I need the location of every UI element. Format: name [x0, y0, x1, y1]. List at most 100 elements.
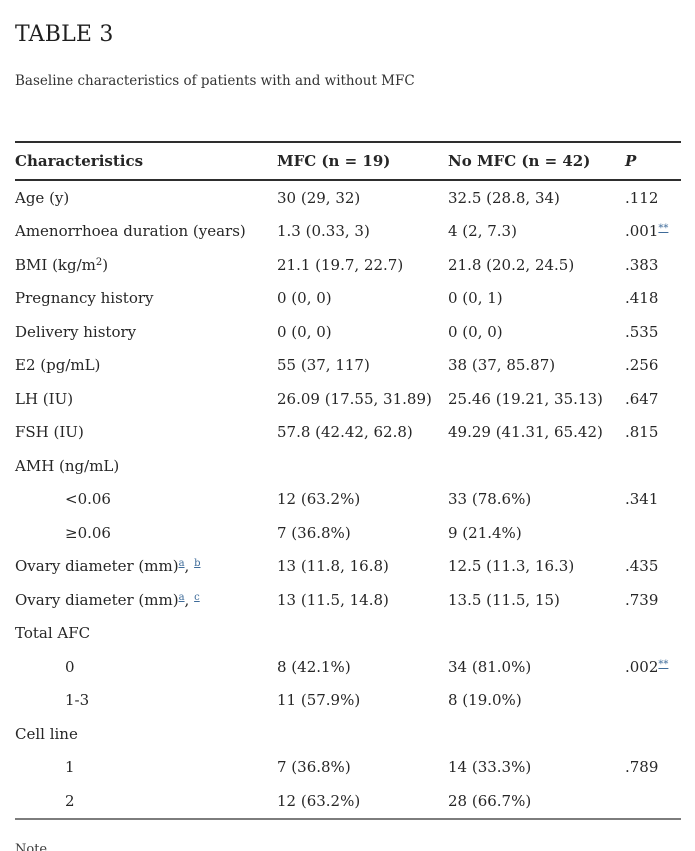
cell-p-value	[625, 784, 681, 819]
cell-mfc-value: 7 (36.8%)	[277, 523, 351, 542]
cell-mfc-value: 55 (37, 117)	[277, 356, 370, 375]
cell-mfc-value: 57.8 (42.42, 62.8)	[277, 423, 413, 442]
cell-p-value	[625, 516, 681, 550]
table-row: <0.06 12 (63.2%) 33 (78.6%) .341	[15, 483, 681, 517]
footnote-link[interactable]: **	[658, 223, 669, 235]
cell-no-mfc-value: 13.5 (11.5, 15)	[448, 590, 560, 609]
cell-p-value: .647	[625, 389, 659, 408]
cell-mfc-value: 13 (11.5, 14.8)	[277, 590, 389, 609]
table-title: TABLE 3	[15, 22, 114, 47]
cell-mfc-value: 12 (63.2%)	[277, 490, 361, 509]
header-p-value: P	[625, 142, 681, 181]
table-row: Pregnancy history 0 (0, 0) 0 (0, 1) .418	[15, 282, 681, 316]
table-row: 0 8 (42.1%) 34 (81.0%) .002**	[15, 650, 681, 684]
cell-no-mfc-value: 4 (2, 7.3)	[448, 222, 517, 241]
table-row: FSH (IU) 57.8 (42.42, 62.8) 49.29 (41.31, …	[15, 416, 681, 450]
cell-characteristic: Delivery history	[15, 322, 137, 341]
note-label: Note	[15, 841, 48, 851]
cell-characteristic: Ovary diameter (mm)a, c	[15, 590, 200, 609]
cell-mfc-value	[277, 449, 448, 483]
cell-characteristic: 1-3	[65, 691, 90, 710]
cell-p-value: .418	[625, 289, 659, 308]
cell-mfc-value: 26.09 (17.55, 31.89)	[277, 389, 432, 408]
table-row: Age (y) 30 (29, 32) 32.5 (28.8, 34) .112	[15, 180, 681, 215]
table-row: AMH (ng/mL)	[15, 449, 681, 483]
cell-characteristic: <0.06	[65, 490, 111, 509]
cell-p-value	[625, 684, 681, 718]
cell-p-value: .789	[625, 758, 659, 777]
cell-no-mfc-value: 33 (78.6%)	[448, 490, 532, 509]
cell-p-value: .815	[625, 423, 659, 442]
cell-characteristic: Amenorrhoea duration (years)	[15, 222, 246, 241]
cell-p-value	[625, 617, 681, 651]
footnote-link[interactable]: c	[194, 591, 200, 603]
footnote-link[interactable]: b	[194, 558, 201, 570]
cell-no-mfc-value: 28 (66.7%)	[448, 791, 532, 810]
header-no-mfc: No MFC (n = 42)	[448, 142, 625, 181]
cell-no-mfc-value	[448, 449, 625, 483]
cell-characteristic: Total AFC	[15, 624, 91, 643]
header-mfc: MFC (n = 19)	[277, 142, 448, 181]
cell-no-mfc-value: 8 (19.0%)	[448, 691, 522, 710]
table-body: Age (y) 30 (29, 32) 32.5 (28.8, 34) .112 Ame…	[15, 180, 681, 819]
cell-p-value: .535	[625, 322, 659, 341]
table-row: 1 7 (36.8%) 14 (33.3%) .789	[15, 751, 681, 785]
cell-p-value: .435	[625, 557, 659, 576]
cell-no-mfc-value: 12.5 (11.3, 16.3)	[448, 557, 575, 576]
cell-p-value: .112	[625, 188, 659, 207]
cell-mfc-value	[277, 617, 448, 651]
cell-no-mfc-value: 14 (33.3%)	[448, 758, 532, 777]
table-row: Ovary diameter (mm)a, b 13 (11.8, 16.8) 12…	[15, 550, 681, 584]
cell-p-value: .256	[625, 356, 659, 375]
superscript-text: 2	[95, 256, 103, 268]
cell-characteristic: ≥0.06	[65, 523, 111, 542]
cell-mfc-value: 0 (0, 0)	[277, 322, 332, 341]
table-row: Amenorrhoea duration (years) 1.3 (0.33, 3…	[15, 215, 681, 249]
cell-characteristic: 0	[65, 657, 75, 676]
table-row: 2 12 (63.2%) 28 (66.7%)	[15, 784, 681, 819]
cell-p-value: .002**	[625, 657, 669, 676]
table-row: LH (IU) 26.09 (17.55, 31.89) 25.46 (19.21,…	[15, 382, 681, 416]
baseline-characteristics-table: Characteristics MFC (n = 19) No MFC (n =…	[15, 141, 681, 820]
footnote-link[interactable]: a	[178, 591, 185, 603]
cell-characteristic: BMI (kg/m2)	[15, 255, 109, 274]
cell-characteristic: Age (y)	[15, 188, 70, 207]
cell-p-value: .001**	[625, 222, 669, 241]
cell-characteristic: 1	[65, 758, 75, 777]
cell-no-mfc-value: 38 (37, 85.87)	[448, 356, 556, 375]
footnote-link[interactable]: **	[658, 658, 669, 670]
cell-no-mfc-value: 21.8 (20.2, 24.5)	[448, 255, 575, 274]
cell-mfc-value: 13 (11.8, 16.8)	[277, 557, 389, 576]
cell-mfc-value: 11 (57.9%)	[277, 691, 361, 710]
table-row: BMI (kg/m2) 21.1 (19.7, 22.7) 21.8 (20.2, …	[15, 248, 681, 282]
footnote-link[interactable]: a	[178, 558, 185, 570]
table-row: E2 (pg/mL) 55 (37, 117) 38 (37, 85.87) .256	[15, 349, 681, 383]
cell-characteristic: LH (IU)	[15, 389, 74, 408]
table-subtitle: Baseline characteristics of patients wit…	[15, 73, 415, 89]
cell-mfc-value: 1.3 (0.33, 3)	[277, 222, 370, 241]
table-header-row: Characteristics MFC (n = 19) No MFC (n =…	[15, 142, 681, 181]
table-row: ≥0.06 7 (36.8%) 9 (21.4%)	[15, 516, 681, 550]
cell-no-mfc-value: 0 (0, 1)	[448, 289, 503, 308]
cell-characteristic: Ovary diameter (mm)a, b	[15, 557, 201, 576]
cell-mfc-value	[277, 717, 448, 751]
cell-no-mfc-value: 9 (21.4%)	[448, 523, 522, 542]
cell-mfc-value: 7 (36.8%)	[277, 758, 351, 777]
cell-mfc-value: 30 (29, 32)	[277, 188, 361, 207]
cell-no-mfc-value: 0 (0, 0)	[448, 322, 503, 341]
cell-p-value: .739	[625, 590, 659, 609]
cell-characteristic: Cell line	[15, 724, 78, 743]
cell-mfc-value: 12 (63.2%)	[277, 791, 361, 810]
cell-mfc-value: 8 (42.1%)	[277, 657, 351, 676]
table-row: Delivery history 0 (0, 0) 0 (0, 0) .535	[15, 315, 681, 349]
cell-no-mfc-value: 49.29 (41.31, 65.42)	[448, 423, 603, 442]
cell-characteristic: AMH (ng/mL)	[15, 456, 120, 475]
table-row: 1-3 11 (57.9%) 8 (19.0%)	[15, 684, 681, 718]
table-row: Cell line	[15, 717, 681, 751]
cell-characteristic: FSH (IU)	[15, 423, 84, 442]
cell-no-mfc-value: 32.5 (28.8, 34)	[448, 188, 560, 207]
cell-no-mfc-value: 34 (81.0%)	[448, 657, 532, 676]
cell-characteristic: 2	[65, 791, 75, 810]
cell-no-mfc-value: 25.46 (19.21, 35.13)	[448, 389, 603, 408]
cell-mfc-value: 0 (0, 0)	[277, 289, 332, 308]
